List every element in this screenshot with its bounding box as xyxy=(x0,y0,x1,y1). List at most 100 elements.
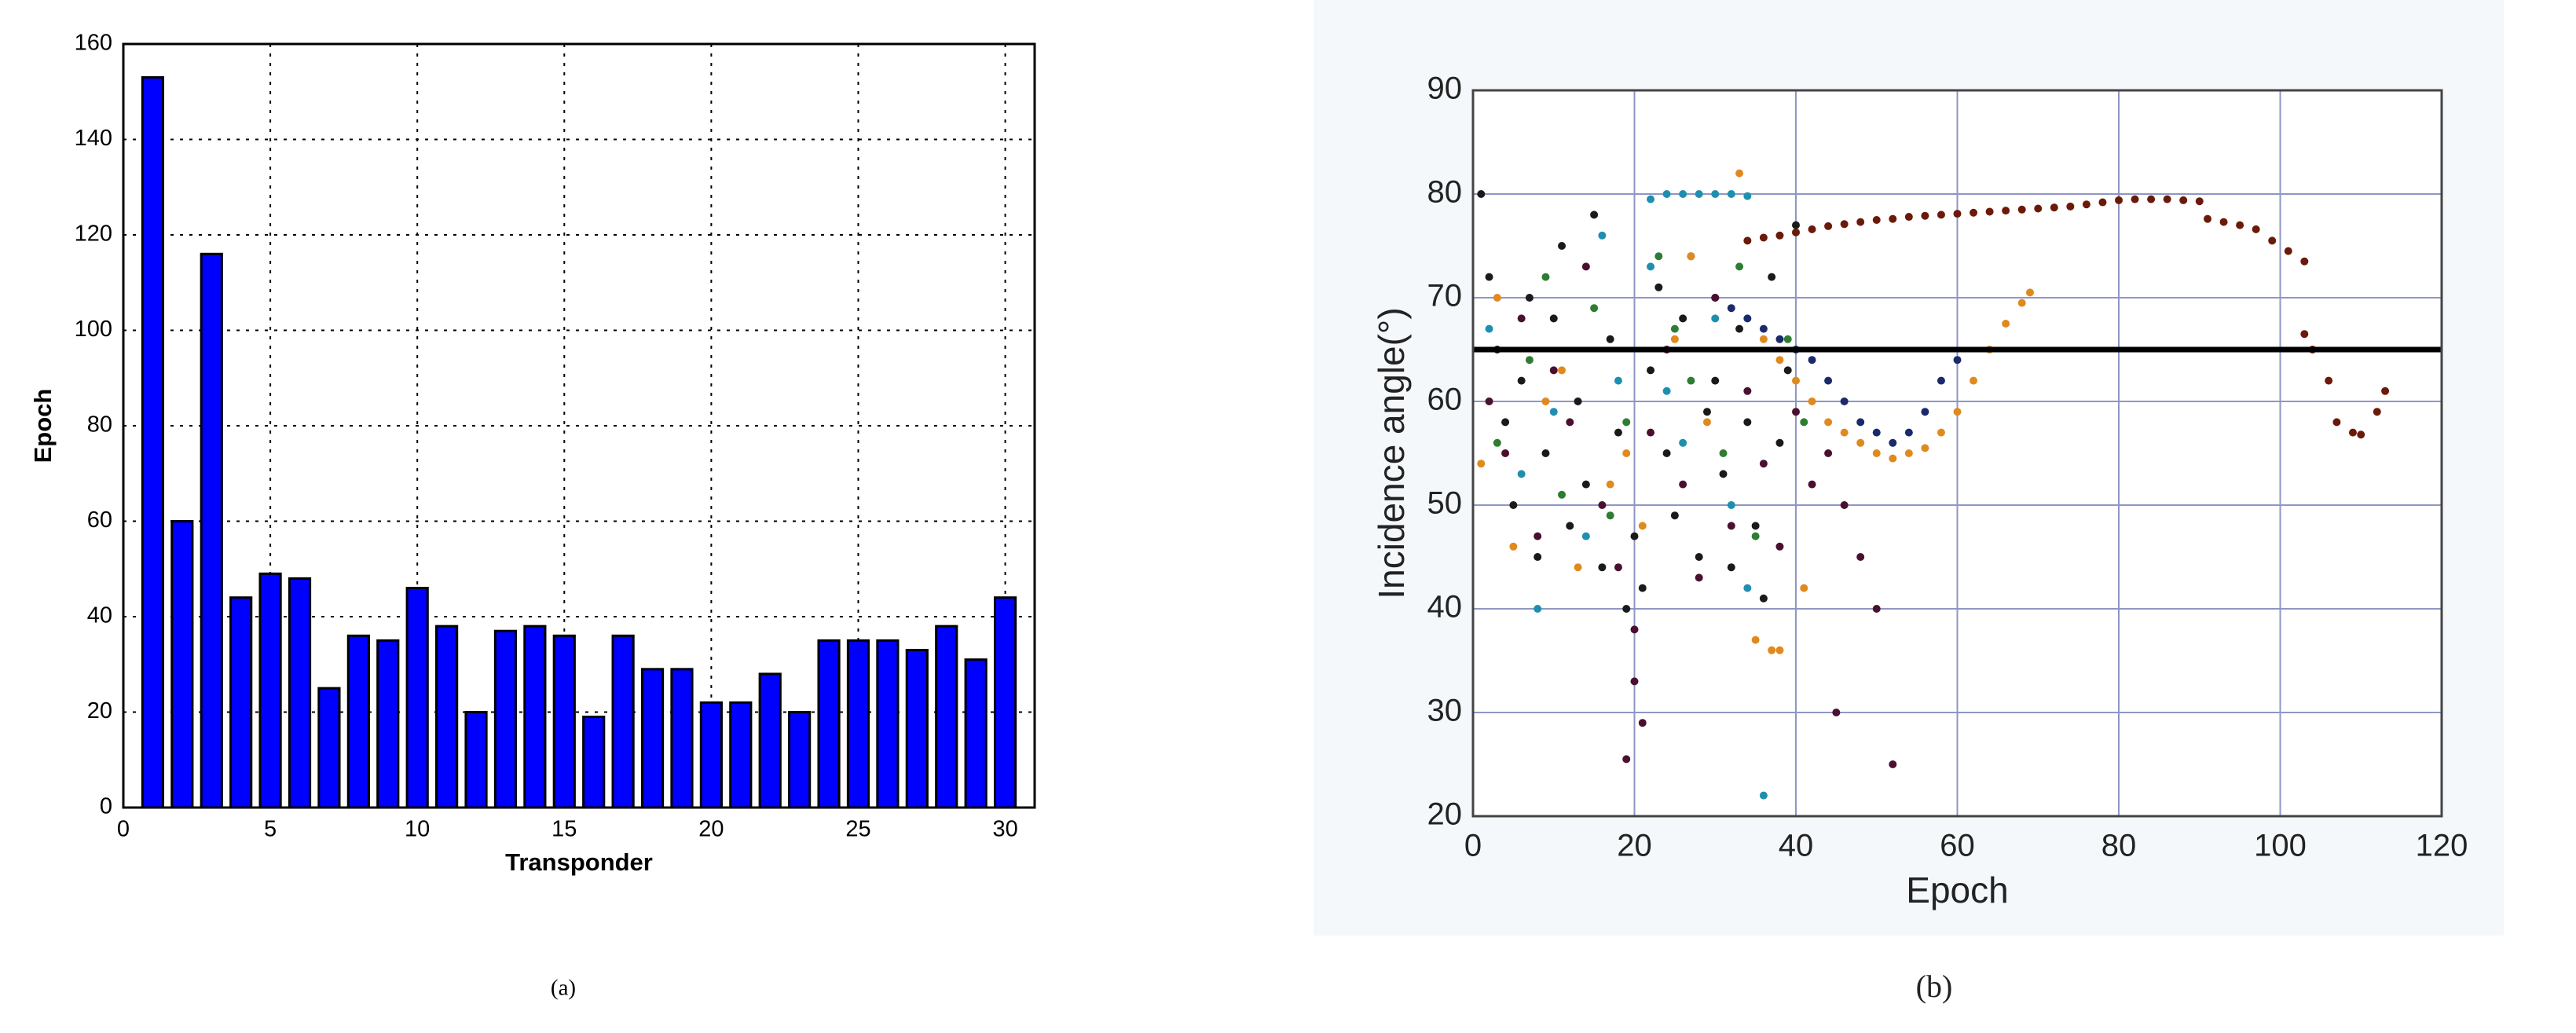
point xyxy=(1622,605,1631,613)
point xyxy=(2050,203,2058,212)
point xyxy=(1574,563,1582,572)
point xyxy=(1614,428,1622,437)
point xyxy=(1889,760,1897,768)
bar xyxy=(229,596,253,809)
bar xyxy=(552,634,576,809)
x-tick-label: 20 xyxy=(698,817,724,842)
bar xyxy=(376,639,400,809)
point xyxy=(1517,376,1526,385)
point xyxy=(1808,397,1816,405)
point xyxy=(1783,335,1792,343)
point xyxy=(1541,273,1550,281)
x-tick-label: 15 xyxy=(551,817,577,842)
point xyxy=(1889,454,1897,463)
bar xyxy=(846,639,870,809)
point xyxy=(1566,418,1574,427)
point xyxy=(1775,231,1784,240)
point xyxy=(1622,418,1631,427)
point xyxy=(1501,449,1510,457)
y-tick-label: 60 xyxy=(1427,383,1463,417)
y-tick-label: 80 xyxy=(1427,175,1463,210)
y-tick-label: 90 xyxy=(1427,71,1463,106)
bar xyxy=(640,668,665,809)
point xyxy=(1679,438,1687,447)
point xyxy=(2082,200,2090,209)
point xyxy=(1921,444,1929,452)
point xyxy=(1711,314,1720,323)
point xyxy=(1477,460,1486,468)
point xyxy=(1606,511,1614,520)
point xyxy=(1743,584,1752,592)
point xyxy=(1614,563,1622,572)
point xyxy=(1970,208,1978,217)
point xyxy=(1598,231,1607,240)
bar xyxy=(435,625,459,809)
point xyxy=(1759,594,1768,603)
point xyxy=(2348,428,2357,437)
x-axis-label: Epoch xyxy=(1906,870,2008,910)
x-tick-label: 80 xyxy=(2101,829,2137,863)
point xyxy=(2268,236,2277,245)
point xyxy=(2163,195,2171,203)
point xyxy=(1485,273,1493,281)
bar xyxy=(346,634,370,809)
point xyxy=(1953,210,1962,218)
point xyxy=(1904,428,1913,437)
y-tick-label: 40 xyxy=(87,603,112,628)
point xyxy=(1549,314,1558,323)
point xyxy=(2381,386,2390,395)
point xyxy=(1792,408,1800,416)
point xyxy=(1525,356,1534,364)
point xyxy=(1751,636,1760,644)
point xyxy=(1783,366,1792,375)
point xyxy=(1921,211,1929,220)
point xyxy=(1654,283,1663,291)
point xyxy=(1872,605,1881,613)
point xyxy=(2357,430,2365,439)
point xyxy=(1662,449,1671,457)
point xyxy=(1670,324,1679,333)
point xyxy=(1743,418,1752,427)
point xyxy=(1808,225,1816,233)
point xyxy=(1889,438,1897,447)
axes-frame xyxy=(122,42,1036,809)
point xyxy=(1775,542,1784,551)
point xyxy=(1622,755,1631,764)
y-tick-label: 20 xyxy=(1427,797,1463,832)
point xyxy=(1695,553,1703,561)
point xyxy=(1953,408,1962,416)
point xyxy=(2325,376,2333,385)
bar xyxy=(788,711,812,809)
point xyxy=(1549,366,1558,375)
point xyxy=(1768,646,1776,654)
point xyxy=(1485,397,1493,405)
point xyxy=(1775,646,1784,654)
point xyxy=(1727,501,1735,509)
point xyxy=(1679,314,1687,323)
y-tick-label: 100 xyxy=(75,317,112,342)
bar xyxy=(582,716,606,809)
point xyxy=(1872,449,1881,457)
point xyxy=(1872,428,1881,437)
point xyxy=(1541,397,1550,405)
point xyxy=(1727,522,1735,530)
chart: 0 5 10 15 20 25 30 0 20 40 60 80 100 120 140 160 Transpo… xyxy=(29,31,1036,1001)
x-tick-label: 5 xyxy=(264,817,277,842)
point xyxy=(1840,220,1849,229)
point xyxy=(1695,573,1703,582)
point xyxy=(1702,408,1711,416)
bar xyxy=(758,672,782,809)
point xyxy=(1759,335,1768,343)
point xyxy=(1856,438,1865,447)
point xyxy=(1719,470,1728,478)
point xyxy=(1638,584,1647,592)
point xyxy=(1711,376,1720,385)
point xyxy=(1937,428,1945,437)
y-axis-label: Epoch xyxy=(29,389,57,463)
point xyxy=(1727,563,1735,572)
point xyxy=(1598,501,1607,509)
x-tick-label: 20 xyxy=(1617,829,1652,863)
bar xyxy=(611,634,635,809)
point xyxy=(1477,190,1486,198)
